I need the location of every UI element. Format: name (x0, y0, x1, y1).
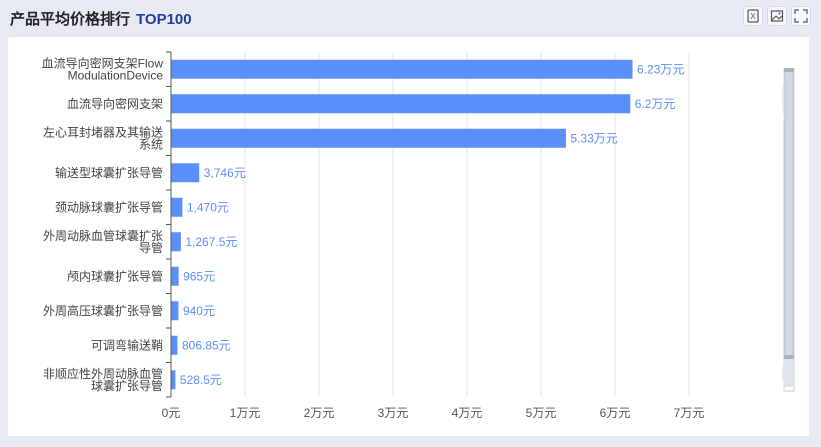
bar[interactable] (171, 59, 633, 79)
x-tick-label: 2万元 (304, 406, 335, 420)
chart-header: 产品平均价格排行 TOP100 X (0, 0, 821, 36)
category-label: 外周动脉血管球囊扩张 (43, 228, 163, 243)
fullscreen-icon[interactable] (791, 6, 811, 26)
bar[interactable] (171, 128, 566, 148)
category-label: 系统 (139, 137, 163, 151)
bar[interactable] (171, 232, 181, 252)
category-label: 血流导向密网支架Flow (42, 55, 164, 70)
scrollbar-handle-top[interactable] (784, 68, 794, 72)
bar[interactable] (171, 301, 179, 321)
x-tick-label: 5万元 (526, 406, 557, 420)
bar-value-label: 6.2万元 (635, 97, 676, 111)
bar-value-label: 6.23万元 (637, 62, 684, 76)
category-label: 可调弯输送鞘 (91, 337, 163, 352)
bar-value-label: 1,267.5元 (185, 235, 237, 249)
category-label: 颈动脉球囊扩张导管 (55, 199, 163, 214)
bar-value-label: 1,470元 (187, 200, 229, 214)
page-title: 产品平均价格排行 TOP100 (10, 11, 192, 28)
bar-value-label: 5.33万元 (570, 131, 617, 145)
category-label: 颅内球囊扩张导管 (67, 268, 163, 283)
category-label: 血流导向密网支架 (67, 96, 163, 111)
scrollbar-thumb[interactable] (784, 69, 794, 359)
export-excel-icon[interactable]: X (743, 6, 763, 26)
category-label: 非顺应性外周动脉血管 (43, 366, 163, 381)
x-tick-label: 1万元 (230, 406, 261, 420)
svg-text:X: X (750, 12, 756, 21)
bar-value-label: 528.5元 (180, 373, 222, 387)
bar-value-label: 965元 (183, 269, 215, 283)
scrollbar-handle-bottom[interactable] (784, 355, 794, 359)
category-label: 球囊扩张导管 (91, 378, 163, 393)
x-tick-label: 7万元 (674, 406, 705, 420)
x-tick-label: 4万元 (452, 406, 483, 420)
category-label: 导管 (139, 240, 163, 255)
bar[interactable] (171, 94, 631, 114)
category-label: 左心耳封堵器及其输送 (43, 124, 163, 139)
bar[interactable] (171, 197, 183, 217)
bar[interactable] (171, 370, 176, 390)
chart-panel: 0元 1万元 2万元 3万元 4万元 5万元 6万元 7万元 6.23万元 血流导向密网支架Flo… (8, 37, 809, 436)
x-tick-label: 3万元 (378, 406, 409, 420)
title-suffix: TOP100 (136, 11, 192, 28)
x-tick-label: 6万元 (600, 406, 631, 420)
bar[interactable] (171, 266, 179, 286)
save-image-icon[interactable] (767, 6, 787, 26)
bar[interactable] (171, 335, 178, 355)
category-label: ModulationDevice (68, 68, 164, 82)
bar-chart: 0元 1万元 2万元 3万元 4万元 5万元 6万元 7万元 6.23万元 血流导向密网支架Flo… (42, 51, 795, 420)
bar-value-label: 940元 (183, 304, 215, 318)
bar[interactable] (171, 163, 200, 183)
bar-value-label: 3,746元 (204, 166, 246, 180)
category-label: 输送型球囊扩张导管 (55, 165, 163, 180)
bar-value-label: 806.85元 (182, 338, 231, 352)
category-label: 外周高压球囊扩张导管 (43, 303, 163, 318)
toolbar: X (743, 6, 811, 26)
x-tick-label: 0元 (162, 406, 181, 420)
